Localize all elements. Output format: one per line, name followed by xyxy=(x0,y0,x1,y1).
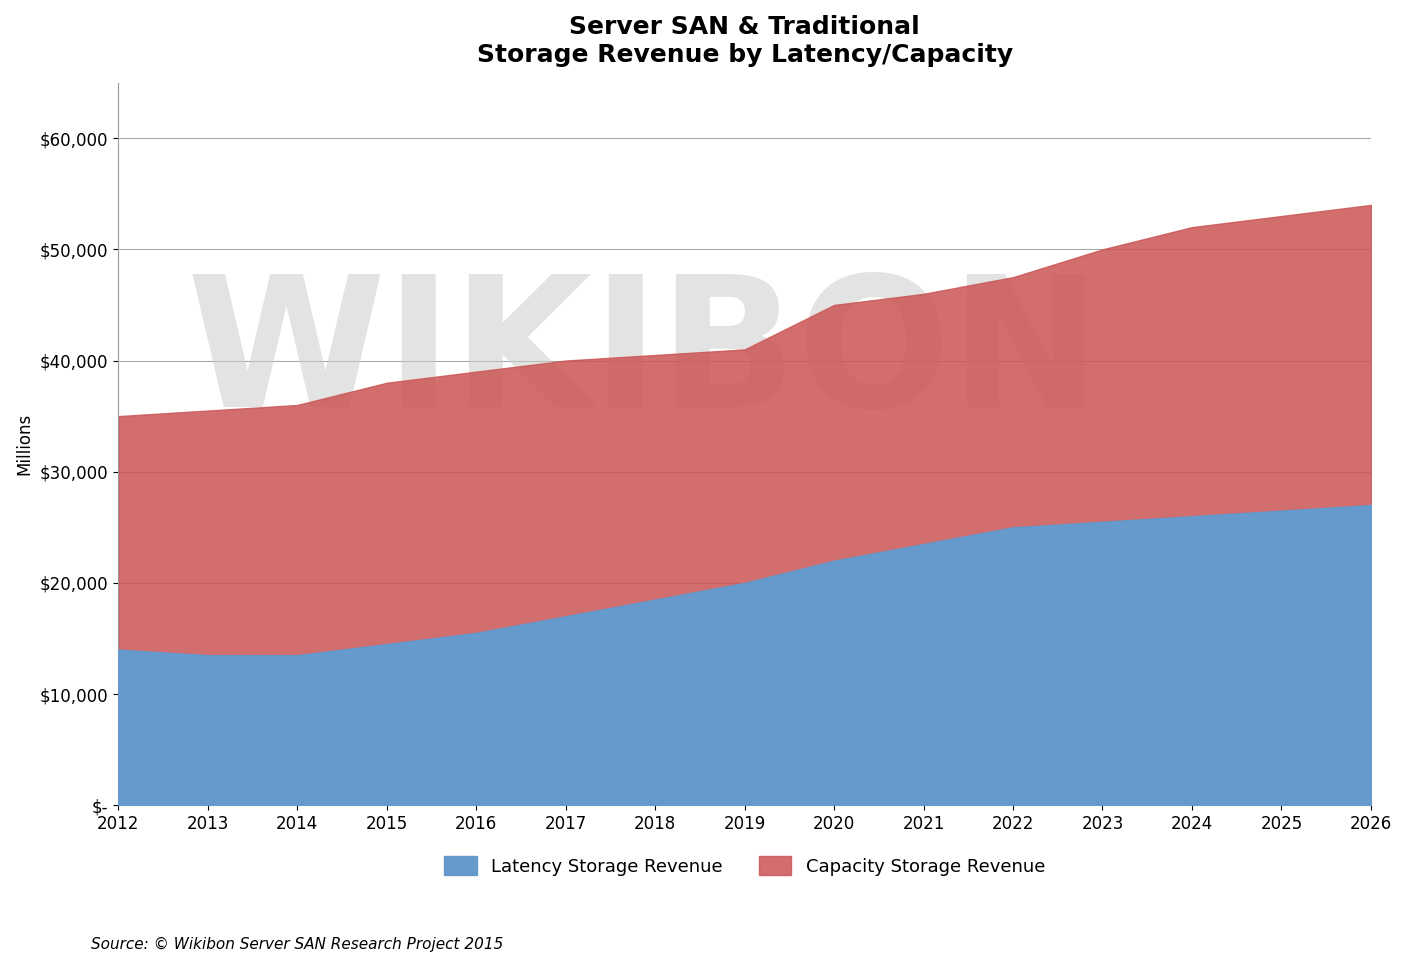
Text: Source: © Wikibon Server SAN Research Project 2015: Source: © Wikibon Server SAN Research Pr… xyxy=(91,937,504,952)
Y-axis label: Millions: Millions xyxy=(15,412,32,475)
Legend: Latency Storage Revenue, Capacity Storage Revenue: Latency Storage Revenue, Capacity Storag… xyxy=(436,849,1052,883)
Text: WIKIBON: WIKIBON xyxy=(187,269,1102,445)
Title: Server SAN & Traditional
Storage Revenue by Latency/Capacity: Server SAN & Traditional Storage Revenue… xyxy=(477,15,1013,67)
